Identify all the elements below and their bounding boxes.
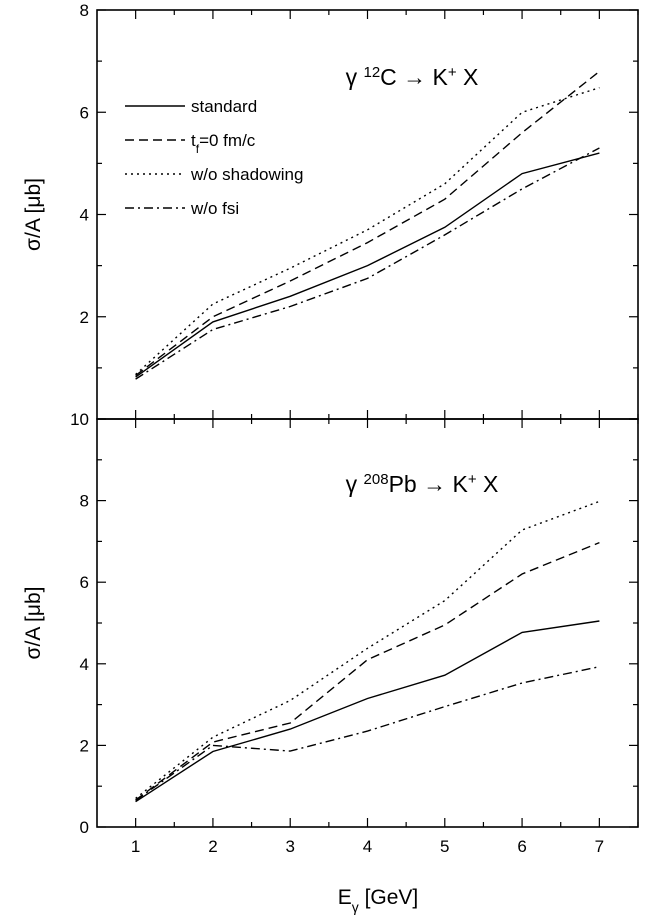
- x-tick-label: 4: [363, 837, 372, 856]
- y-tick-label: 4: [80, 655, 89, 674]
- x-tick-label: 6: [517, 837, 526, 856]
- x-tick-label: 3: [285, 837, 294, 856]
- y-tick-label: 2: [80, 736, 89, 755]
- series-line-nofsi: [135, 147, 600, 380]
- x-tick-label: 2: [208, 837, 217, 856]
- y-tick-label: 10: [70, 410, 89, 429]
- series-line-tf0: [135, 70, 600, 377]
- legend-label-standard: standard: [191, 97, 257, 116]
- x-axis-ticks: 1 2 3 4 5 6 7: [131, 837, 604, 856]
- series-line-noshadow: [135, 500, 600, 799]
- x-tick-label: 7: [595, 837, 604, 856]
- y-tick-label: 8: [80, 492, 89, 511]
- legend-label-nofsi: w/o fsi: [190, 199, 239, 218]
- legend: standard tf=0 fm/c w/o shadowing w/o fsi: [125, 97, 303, 218]
- y-tick-label: 6: [80, 573, 89, 592]
- legend-label-noshadow: w/o shadowing: [190, 165, 303, 184]
- y-tick-label: 0: [80, 818, 89, 837]
- series-line-tf0: [135, 541, 600, 801]
- panel-lead: 0 2 4 6 8 10 σ/A [μb] γ 208Pb → K+ X: [22, 410, 639, 837]
- x-tick-label: 5: [440, 837, 449, 856]
- series-line-standard: [135, 620, 600, 803]
- y-axis-title: σ/A [μb]: [22, 587, 45, 660]
- panel-title: γ 208Pb → K+ X: [346, 471, 499, 498]
- series-line-nofsi: [135, 666, 600, 802]
- panel-carbon: 2 4 6 8 σ/A [μb] γ 12C → K+ X: [22, 1, 639, 420]
- x-axis-title: Eγ [GeV]: [338, 886, 419, 915]
- legend-label-tf0: tf=0 fm/c: [191, 131, 256, 156]
- panel-title: γ 12C → K+ X: [346, 64, 479, 91]
- y-tick-label: 6: [80, 103, 89, 122]
- y-axis-title: σ/A [μb]: [22, 178, 45, 251]
- y-tick-label: 4: [80, 206, 89, 225]
- x-tick-label: 1: [131, 837, 140, 856]
- y-tick-label: 8: [80, 1, 89, 20]
- y-tick-label: 2: [80, 308, 89, 327]
- series-line-standard: [135, 152, 600, 378]
- series-line-noshadow: [135, 87, 600, 376]
